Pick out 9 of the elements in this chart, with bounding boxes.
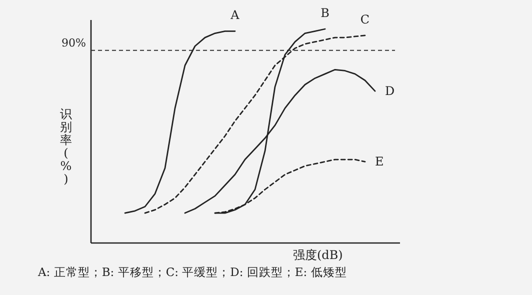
series-label: B	[320, 6, 330, 20]
series-label: E	[375, 154, 384, 169]
series-label: D	[385, 84, 395, 98]
ref-line-label: 90%	[62, 36, 86, 50]
y-axis-title: 识别率(%)	[60, 107, 72, 186]
series-label: C	[360, 12, 370, 26]
series-label: A	[230, 8, 240, 22]
x-axis-title: 强度(dB)	[293, 248, 343, 262]
text: A: 正常型；B: 平移型；C: 平缓型；D: 回跌型；E: 低矮型	[37, 265, 347, 279]
